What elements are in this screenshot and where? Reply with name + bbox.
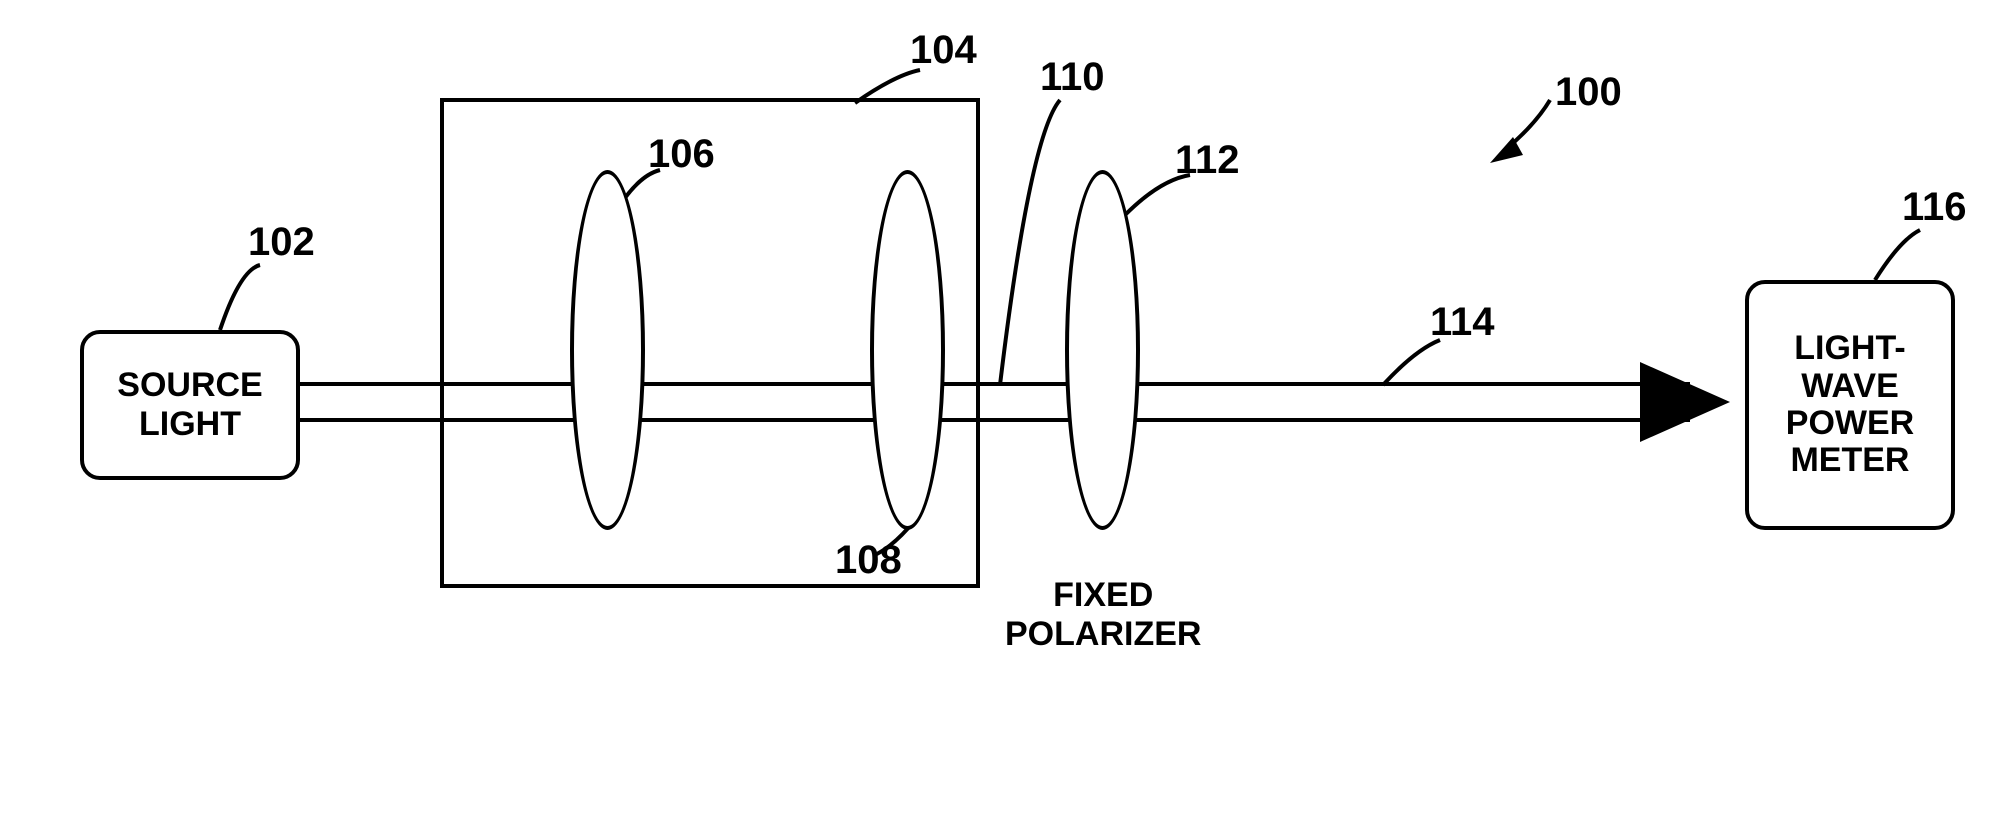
meter-label-3: POWER: [1786, 405, 1914, 442]
lens-108: [870, 170, 945, 530]
polarizer-caption: FIXED POLARIZER: [1005, 576, 1201, 654]
meter-label-4: METER: [1786, 442, 1914, 479]
meter-box: LIGHT- WAVE POWER METER: [1745, 280, 1955, 530]
ref-102: 102: [248, 220, 315, 265]
ref-100: 100: [1555, 70, 1622, 115]
ref-116-leader-icon: [1870, 225, 1925, 285]
ref-104-leader-icon: [845, 65, 925, 110]
meter-label-1: LIGHT-: [1786, 330, 1914, 367]
ref-110: 110: [1040, 55, 1105, 100]
arrowhead-icon: [1640, 362, 1730, 442]
ref-102-leader-icon: [200, 260, 270, 335]
ref-110-leader-icon: [990, 95, 1065, 390]
ref-114-leader-icon: [1375, 335, 1445, 390]
meter-label-2: WAVE: [1786, 368, 1914, 405]
polarizer-ellipse: [1065, 170, 1140, 530]
ref-116: 116: [1902, 185, 1967, 230]
ref-100-arrow-icon: [1465, 95, 1555, 175]
ref-112-leader-icon: [1120, 170, 1195, 220]
source-label-2: LIGHT: [117, 405, 262, 444]
source-light-box: SOURCE LIGHT: [80, 330, 300, 480]
source-label-1: SOURCE: [117, 366, 262, 405]
lens-106: [570, 170, 645, 530]
polarizer-label-2: POLARIZER: [1005, 615, 1201, 654]
polarizer-label-1: FIXED: [1005, 576, 1201, 615]
